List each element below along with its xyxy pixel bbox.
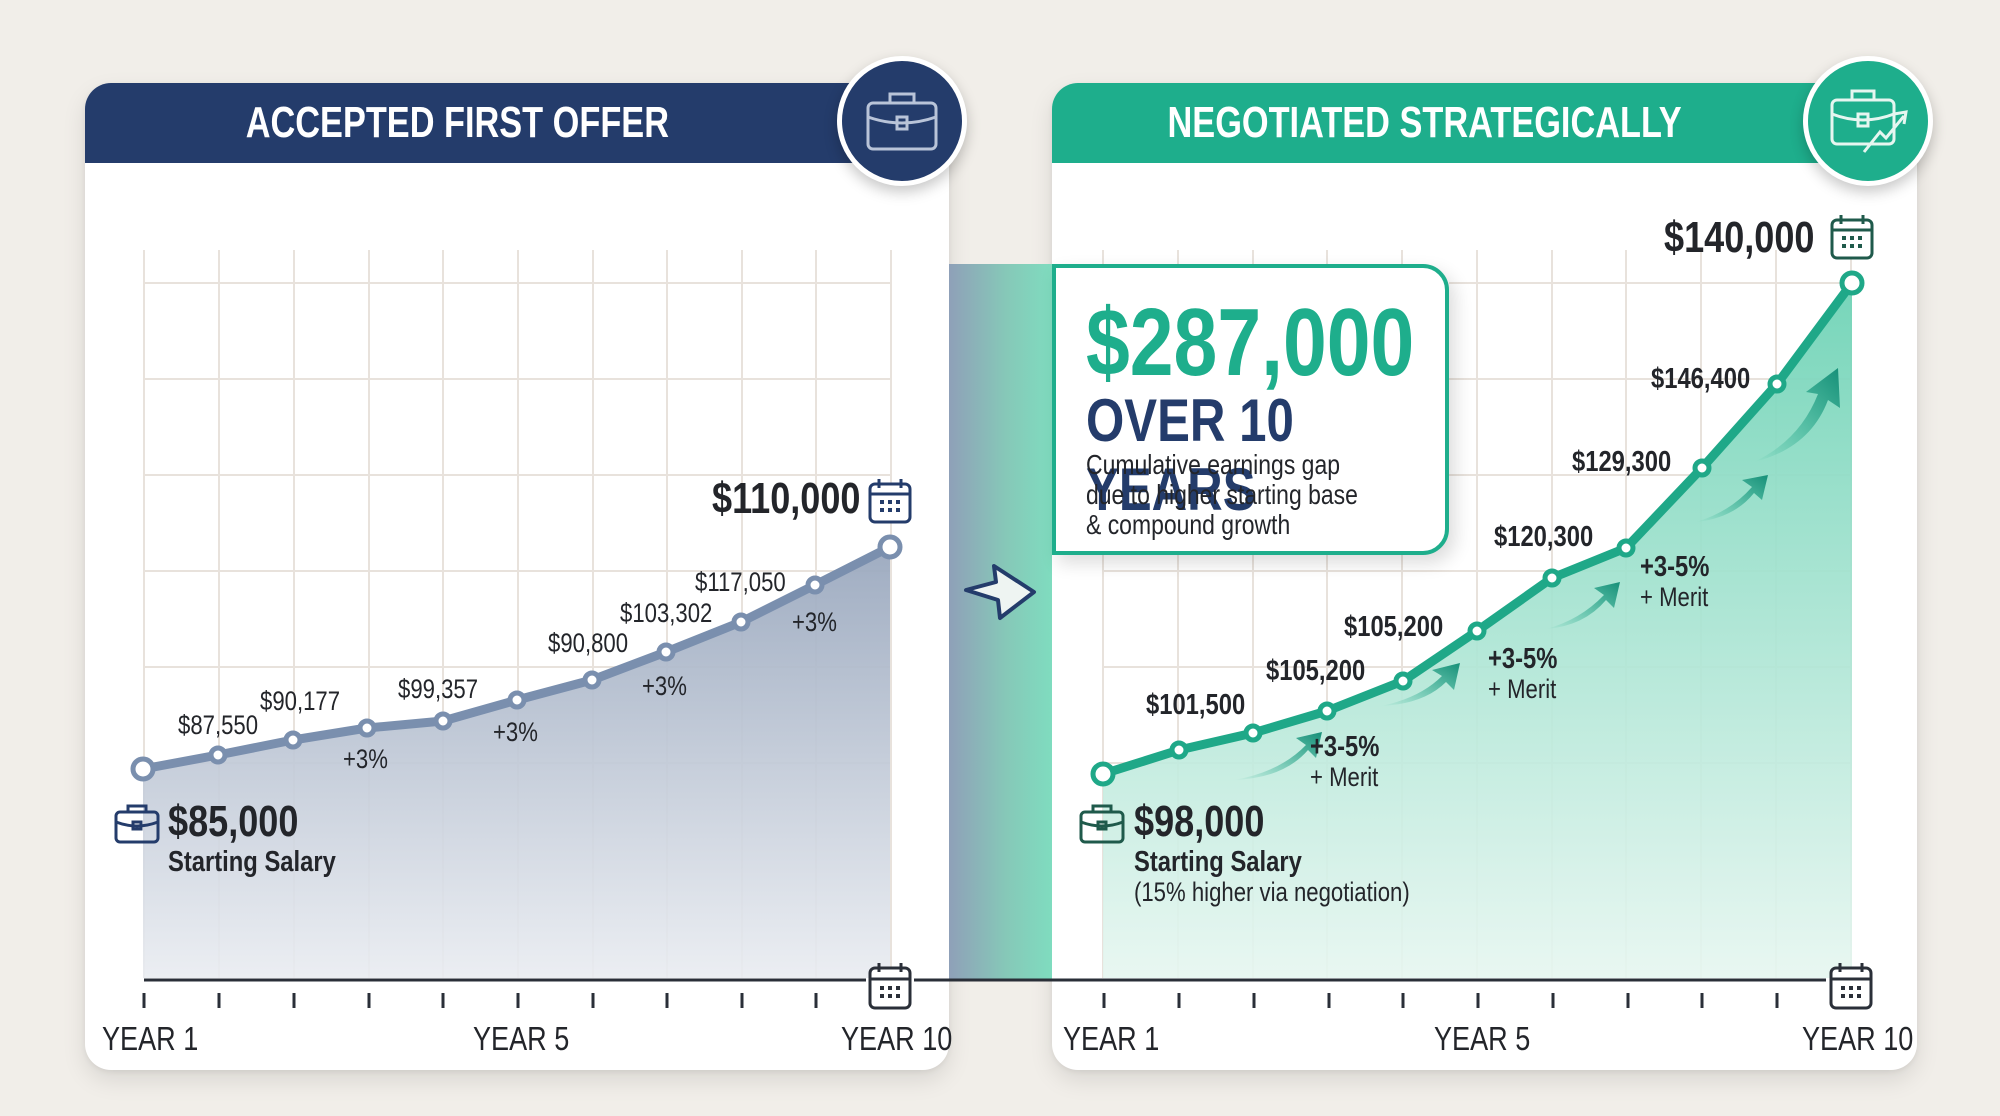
callout-description: Cumulative earnings gap due to higher st… [1086,449,1358,540]
callout-amount: $287,000 [1086,289,1415,396]
right-point-label: $146,400 [1651,363,1751,395]
right-start-label: Starting Salary [1134,846,1302,878]
left-point-label: $90,177 [260,686,341,716]
left-axis-year5: YEAR 5 [473,1020,570,1057]
right-badge [1803,56,1933,186]
right-axis-year10: YEAR 10 [1802,1020,1914,1057]
left-point-label: $117,050 [695,567,786,597]
right-panel-header: NEGOTIATED STRATEGICALLY [1052,83,1917,163]
right-panel-title: NEGOTIATED STRATEGICALLY [1167,98,1682,147]
divider-gradient-strip [949,264,1052,980]
right-growth-merit: + Merit [1310,762,1379,792]
left-growth-label: +3% [642,671,687,701]
left-point-label: $99,357 [398,674,479,704]
right-point-label: $105,200 [1344,611,1444,643]
left-growth-label: +3% [493,717,538,747]
right-growth-pct: +3-5% [1310,731,1380,763]
right-start-note: (15% higher via negotiation) [1134,877,1410,907]
left-growth-label: +3% [792,607,837,637]
right-point-label: $129,300 [1572,446,1672,478]
left-start-value: $85,000 [168,797,299,846]
left-panel-header: ACCEPTED FIRST OFFER [85,83,949,163]
right-axis-year1: YEAR 1 [1063,1020,1160,1057]
accepted-first-offer-panel: ACCEPTED FIRST OFFER [85,83,949,1070]
left-end-value: $110,000 [712,474,861,523]
right-point-label: $105,200 [1266,655,1366,687]
left-point-label: $103,302 [620,598,713,628]
left-growth-label: +3% [343,744,388,774]
left-point-label: $87,550 [178,710,259,740]
left-start-label: Starting Salary [168,846,336,878]
right-end-value: $140,000 [1664,213,1815,262]
left-axis-year1: YEAR 1 [102,1020,199,1057]
left-badge [837,56,967,186]
right-growth-merit: + Merit [1640,582,1709,612]
left-axis-year10: YEAR 10 [841,1020,953,1057]
right-point-label: $120,300 [1494,521,1594,553]
right-point-label: $101,500 [1146,689,1246,721]
briefcase-icon [866,92,938,151]
briefcase-growth-icon [1830,89,1908,153]
right-growth-pct: +3-5% [1488,643,1558,675]
cumulative-gap-callout: $287,000 OVER 10 YEARS Cumulative earnin… [1052,264,1449,555]
right-axis-year5: YEAR 5 [1434,1020,1531,1057]
left-point-label: $90,800 [548,628,629,658]
right-growth-pct: +3-5% [1640,551,1710,583]
right-start-value: $98,000 [1134,797,1265,846]
callout-headline: OVER 10 YEARS [1086,387,1294,523]
right-growth-merit: + Merit [1488,674,1557,704]
left-panel-title: ACCEPTED FIRST OFFER [245,98,669,147]
